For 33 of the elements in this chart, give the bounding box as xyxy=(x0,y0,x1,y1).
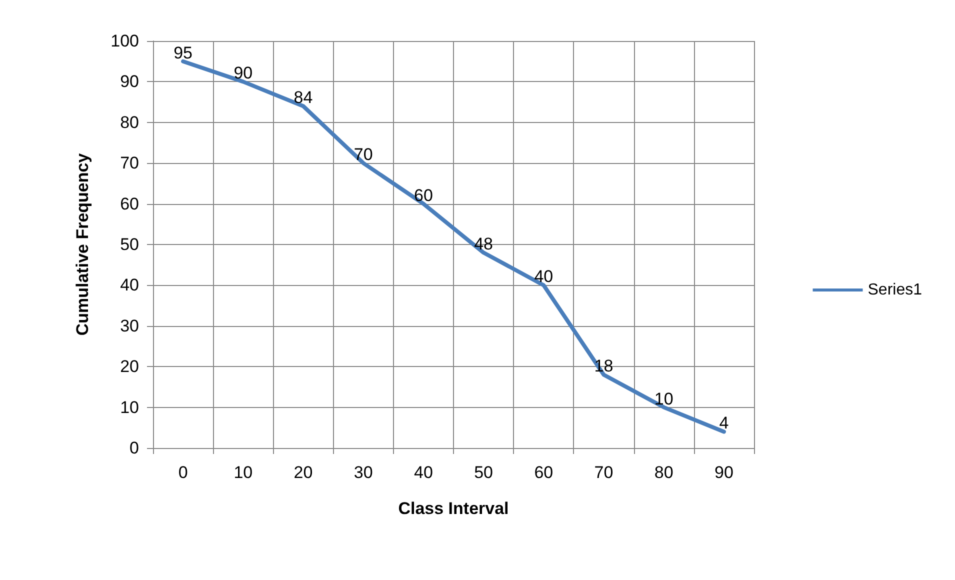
y-tick-label: 90 xyxy=(120,72,139,92)
x-tick-label: 90 xyxy=(714,463,734,482)
x-tick-label: 40 xyxy=(414,463,433,482)
y-tick-label: 80 xyxy=(120,112,139,132)
x-tick-label: 70 xyxy=(594,463,614,482)
y-tick-label: 60 xyxy=(120,194,139,214)
y-axis-title: Cumulative Frequency xyxy=(73,152,92,336)
legend-label: Series1 xyxy=(868,282,922,298)
x-tick-label: 30 xyxy=(354,463,373,482)
data-label: 48 xyxy=(474,234,494,254)
y-tick-label: 50 xyxy=(120,235,139,254)
y-tick-label: 100 xyxy=(110,32,139,50)
y-tick-label: 30 xyxy=(120,316,139,336)
x-tick-label: 10 xyxy=(234,463,253,482)
data-label: 70 xyxy=(354,145,373,164)
x-tick-label: 60 xyxy=(534,463,554,482)
data-label: 10 xyxy=(654,389,674,408)
x-tick-label: 80 xyxy=(654,463,674,482)
y-tick-label: 20 xyxy=(120,357,139,376)
data-label: 60 xyxy=(414,186,433,205)
x-tick-label: 50 xyxy=(474,463,494,482)
data-label: 4 xyxy=(719,414,729,433)
y-tick-label: 10 xyxy=(120,398,139,417)
x-tick-label: 0 xyxy=(178,463,188,482)
data-label: 95 xyxy=(174,43,193,62)
y-tick-label: 0 xyxy=(130,438,139,458)
x-tick-label: 20 xyxy=(294,463,313,482)
data-label: 84 xyxy=(294,88,313,108)
data-label: 90 xyxy=(234,64,253,83)
x-axis-title: Class Interval xyxy=(398,499,509,518)
data-label: 40 xyxy=(534,267,554,286)
y-tick-label: 40 xyxy=(120,276,139,295)
y-tick-label: 70 xyxy=(120,154,139,173)
